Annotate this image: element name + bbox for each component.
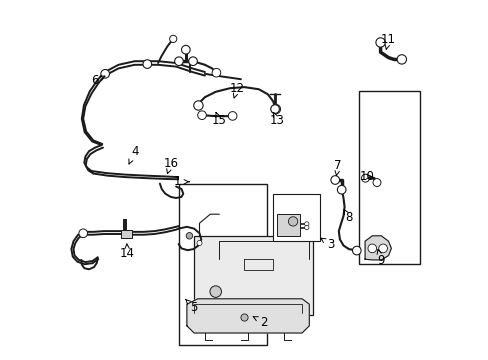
Circle shape [330, 176, 339, 184]
Text: 14: 14 [120, 247, 135, 260]
Circle shape [186, 233, 192, 239]
Circle shape [270, 104, 280, 114]
Text: 3: 3 [326, 238, 334, 251]
Text: 5: 5 [190, 301, 197, 314]
Text: 9: 9 [377, 255, 384, 267]
Text: 16: 16 [163, 157, 178, 170]
Text: 12: 12 [229, 82, 244, 95]
Text: 7: 7 [334, 159, 341, 172]
Circle shape [169, 35, 177, 42]
Circle shape [375, 38, 385, 47]
Circle shape [378, 244, 386, 253]
Circle shape [228, 112, 237, 120]
Circle shape [367, 244, 376, 253]
Text: 13: 13 [269, 114, 284, 127]
Bar [194, 236, 312, 315]
Text: 15: 15 [211, 114, 226, 127]
Circle shape [396, 55, 406, 64]
Text: 1: 1 [174, 175, 181, 188]
Circle shape [361, 174, 368, 182]
Polygon shape [186, 299, 309, 333]
Bar [121, 230, 132, 238]
Circle shape [197, 240, 202, 246]
Text: 6: 6 [91, 75, 99, 87]
Bar [178, 184, 266, 345]
Circle shape [270, 105, 279, 113]
Circle shape [241, 314, 247, 321]
Circle shape [188, 57, 197, 66]
Circle shape [337, 185, 346, 194]
Circle shape [181, 45, 190, 54]
Circle shape [288, 217, 297, 226]
Circle shape [101, 69, 109, 78]
Circle shape [193, 101, 203, 110]
Polygon shape [365, 236, 390, 260]
Bar [273, 194, 320, 241]
Text: 8: 8 [345, 211, 352, 224]
Circle shape [142, 60, 151, 68]
Text: 4: 4 [131, 145, 138, 158]
Circle shape [209, 286, 221, 297]
Circle shape [212, 68, 220, 77]
Text: 2: 2 [260, 316, 267, 329]
Circle shape [304, 222, 308, 226]
Bar [276, 214, 300, 236]
Circle shape [372, 179, 380, 186]
Bar [358, 91, 419, 264]
Circle shape [174, 57, 183, 66]
Circle shape [352, 246, 361, 255]
Text: 11: 11 [380, 33, 395, 46]
Circle shape [197, 111, 206, 120]
Text: 10: 10 [359, 170, 374, 183]
Circle shape [79, 229, 87, 238]
Circle shape [304, 225, 308, 230]
